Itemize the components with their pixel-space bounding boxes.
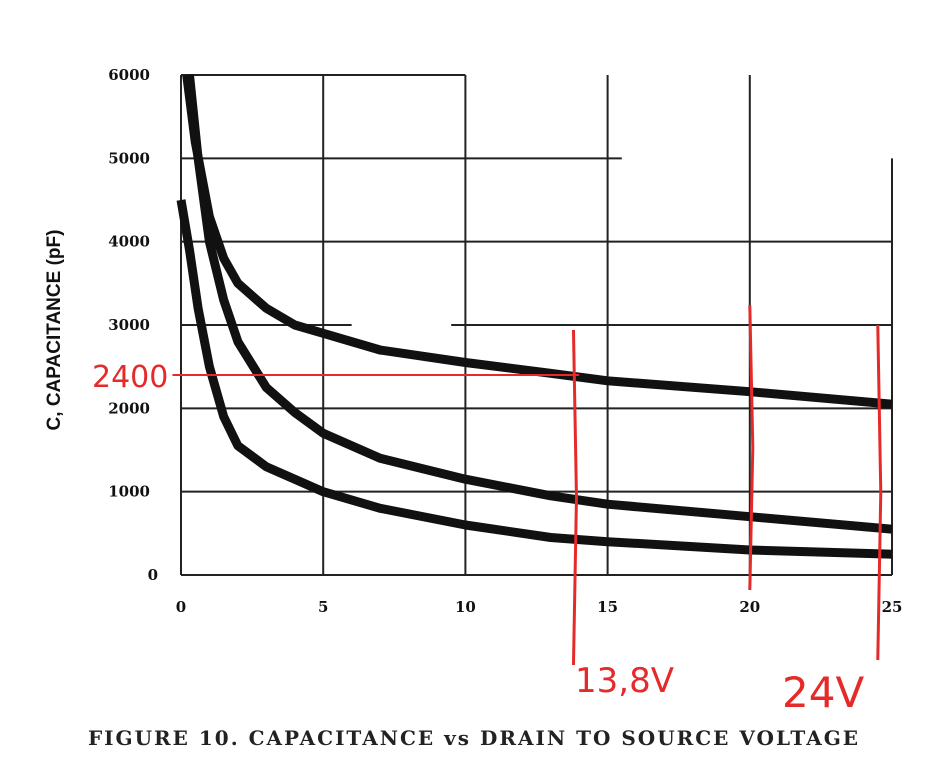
series-group [176,74,893,559]
x-tick-label: 5 [318,598,328,616]
x-tick-label: 20 [739,598,760,616]
series-line-1 [182,74,893,409]
series-line-3 [176,199,893,559]
y-axis-label: C, CAPACITANCE (pF) [44,230,65,431]
x-tick-label: 15 [597,598,618,616]
y-tick-label: 2000 [108,399,150,417]
y-tick-label: 4000 [108,233,150,251]
y-tick-label: 5000 [108,149,150,167]
annotation-vline [571,329,578,666]
series-line-2 [185,74,893,534]
annotation-vline [876,324,883,661]
x-tick-label: 25 [882,598,903,616]
annotation-vline-label: 13,8V [575,661,674,701]
figure-caption: FIGURE 10. CAPACITANCE vs DRAIN TO SOURC… [87,726,861,750]
annotation-hline-label: 2400 [92,360,168,395]
annotations: 2400 13,8V 24V [92,304,883,717]
x-tick-label: 0 [176,598,186,616]
annotation-vline [748,304,755,591]
y-tick-label: 0 [148,566,158,584]
x-tick-label: 10 [455,598,476,616]
annotation-vline-label: 24V [782,668,864,717]
y-tick-label: 3000 [108,316,150,334]
tick-labels: 0 5 10 15 20 25 0 1000 2000 3000 4000 5000 6000 [108,66,902,616]
y-tick-label: 6000 [108,66,150,84]
y-tick-label: 1000 [108,483,150,501]
